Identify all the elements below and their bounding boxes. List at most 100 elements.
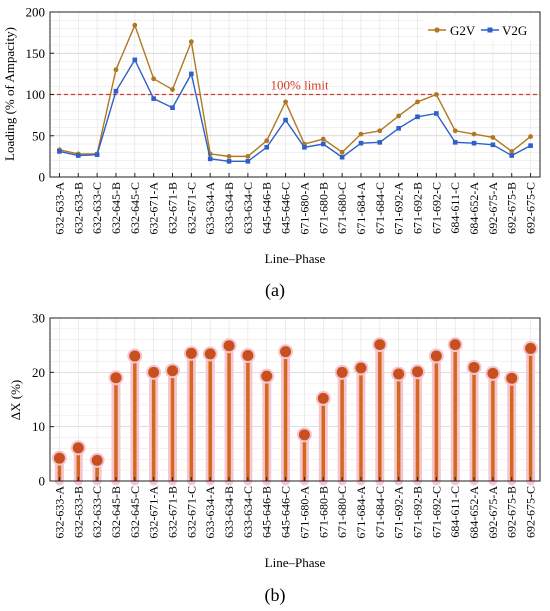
y-tick-label: 0: [39, 474, 46, 489]
legend: G2V V2G: [424, 15, 538, 41]
limit-label: 100% limit: [271, 78, 330, 93]
x-tick-label: 632-671-A: [147, 182, 161, 235]
series-g2v-point: [245, 153, 251, 159]
series-v2g-point: [452, 140, 458, 145]
series-v2g-point: [302, 145, 307, 150]
x-tick-label: 671-692-A: [392, 486, 406, 539]
x-tick-label: 692-675-A: [486, 486, 500, 539]
series-g2v-point: [320, 136, 326, 142]
x-tick-label: 684-611-C: [448, 182, 462, 234]
stem-marker: [242, 349, 254, 361]
x-tick-label: 632-671-A: [147, 486, 161, 539]
series-g2v-point: [433, 92, 439, 97]
panel-a-label: (a): [265, 280, 285, 301]
x-tick-label: 671-692-B: [411, 182, 425, 234]
panel-b-label: (b): [265, 585, 286, 606]
series-v2g-point: [170, 105, 175, 110]
x-tick-label: 671-692-C: [429, 182, 443, 234]
legend-v2g-marker: [487, 27, 493, 33]
stem-marker: [185, 347, 197, 359]
stem-marker: [53, 452, 65, 464]
y-tick-label: 30: [32, 311, 45, 326]
panel-b-x-ticks: 632-633-A 632-633-B 632-633-C 632-645-B 632-…: [52, 477, 538, 539]
series-v2g-point: [207, 156, 213, 162]
stem-marker: [223, 340, 235, 352]
stem-marker: [129, 350, 141, 362]
series-v2g-point: [245, 159, 251, 164]
x-tick-label: 633-634-C: [241, 182, 255, 234]
stem-marker: [430, 350, 442, 362]
limit-line-group: 100% limit: [50, 78, 540, 96]
series-v2g-point: [226, 159, 232, 164]
series-v2g-point: [264, 145, 270, 150]
stem-marker: [110, 372, 122, 384]
x-tick-label: 645-646-B: [260, 182, 274, 234]
x-tick-label: 671-680-A: [297, 182, 311, 235]
x-tick-label: 671-684-C: [373, 486, 387, 538]
x-tick-label: 671-684-A: [354, 182, 368, 235]
series-g2v-point: [471, 131, 477, 137]
x-tick-label: 671-680-A: [297, 486, 311, 539]
y-tick-label: 150: [26, 46, 46, 61]
x-tick-label: 632-671-C: [184, 182, 198, 234]
stem-marker: [167, 365, 178, 377]
legend-box: [424, 15, 538, 41]
panel-b-stems: [51, 337, 539, 486]
panel-b-y-label: ΔX (%): [8, 380, 23, 421]
panel-a-x-ticks: 632-633-A 632-633-B 632-633-C 632-645-B 632-…: [52, 173, 538, 235]
series-v2g-point: [132, 57, 138, 63]
panel-b-x-label: Line–Phase: [265, 555, 326, 570]
series-v2g-point: [94, 152, 100, 158]
series-g2v-point: [283, 99, 288, 105]
x-tick-label: 632-645-C: [128, 486, 142, 538]
x-tick-label: 671-692-B: [411, 486, 425, 538]
x-tick-label: 692-675-A: [486, 182, 500, 235]
stem-marker: [72, 442, 84, 454]
legend-v2g-label: V2G: [502, 23, 527, 38]
series-g2v-point: [377, 128, 383, 134]
x-tick-label: 671-684-C: [373, 182, 387, 234]
y-tick-label: 10: [32, 419, 45, 434]
x-tick-label: 632-633-B: [71, 486, 85, 538]
series-v2g-point: [377, 140, 383, 145]
x-tick-label: 671-692-C: [429, 486, 443, 538]
x-tick-label: 645-646-C: [279, 486, 293, 538]
series-v2g-point: [434, 111, 439, 116]
y-tick-label: 100: [26, 87, 46, 102]
series-v2g-point: [528, 143, 533, 148]
series-g2v-point: [226, 153, 232, 159]
x-tick-label: 632-645-B: [109, 486, 123, 538]
x-tick-label: 671-692-A: [392, 182, 406, 235]
stem-marker: [393, 368, 405, 380]
series-g2v-point: [452, 128, 458, 134]
series-g2v-point: [415, 99, 420, 105]
series-v2g-point: [509, 153, 515, 158]
x-tick-label: 671-680-C: [335, 486, 349, 538]
series-v2g-point: [75, 153, 81, 158]
x-tick-label: 632-633-A: [52, 486, 66, 539]
stem-marker: [317, 392, 329, 404]
panel-a-x-label: Line–Phase: [265, 251, 326, 266]
series-g2v-line: [59, 23, 532, 158]
series-v2g-point: [471, 140, 477, 146]
stem-marker: [468, 361, 480, 373]
series-g2v-point: [132, 22, 138, 28]
x-tick-label: 633-634-C: [241, 486, 255, 538]
series-v2g-point: [490, 142, 496, 148]
x-tick-label: 684-652-A: [467, 182, 481, 235]
x-tick-label: 692-675-B: [505, 182, 519, 234]
series-v2g-point: [57, 149, 62, 154]
x-tick-label: 632-671-B: [166, 182, 180, 234]
x-tick-label: 671-680-C: [335, 182, 349, 234]
x-tick-label: 684-611-C: [448, 486, 462, 538]
x-tick-label: 671-684-A: [354, 486, 368, 539]
series-g2v-point: [151, 76, 157, 82]
x-tick-label: 632-671-C: [184, 486, 198, 538]
panel-a-y-ticks: 0 50 100 150 200: [26, 5, 54, 185]
y-tick-label: 200: [26, 5, 46, 20]
series-g2v-point: [188, 39, 194, 45]
stem-marker: [148, 366, 160, 378]
